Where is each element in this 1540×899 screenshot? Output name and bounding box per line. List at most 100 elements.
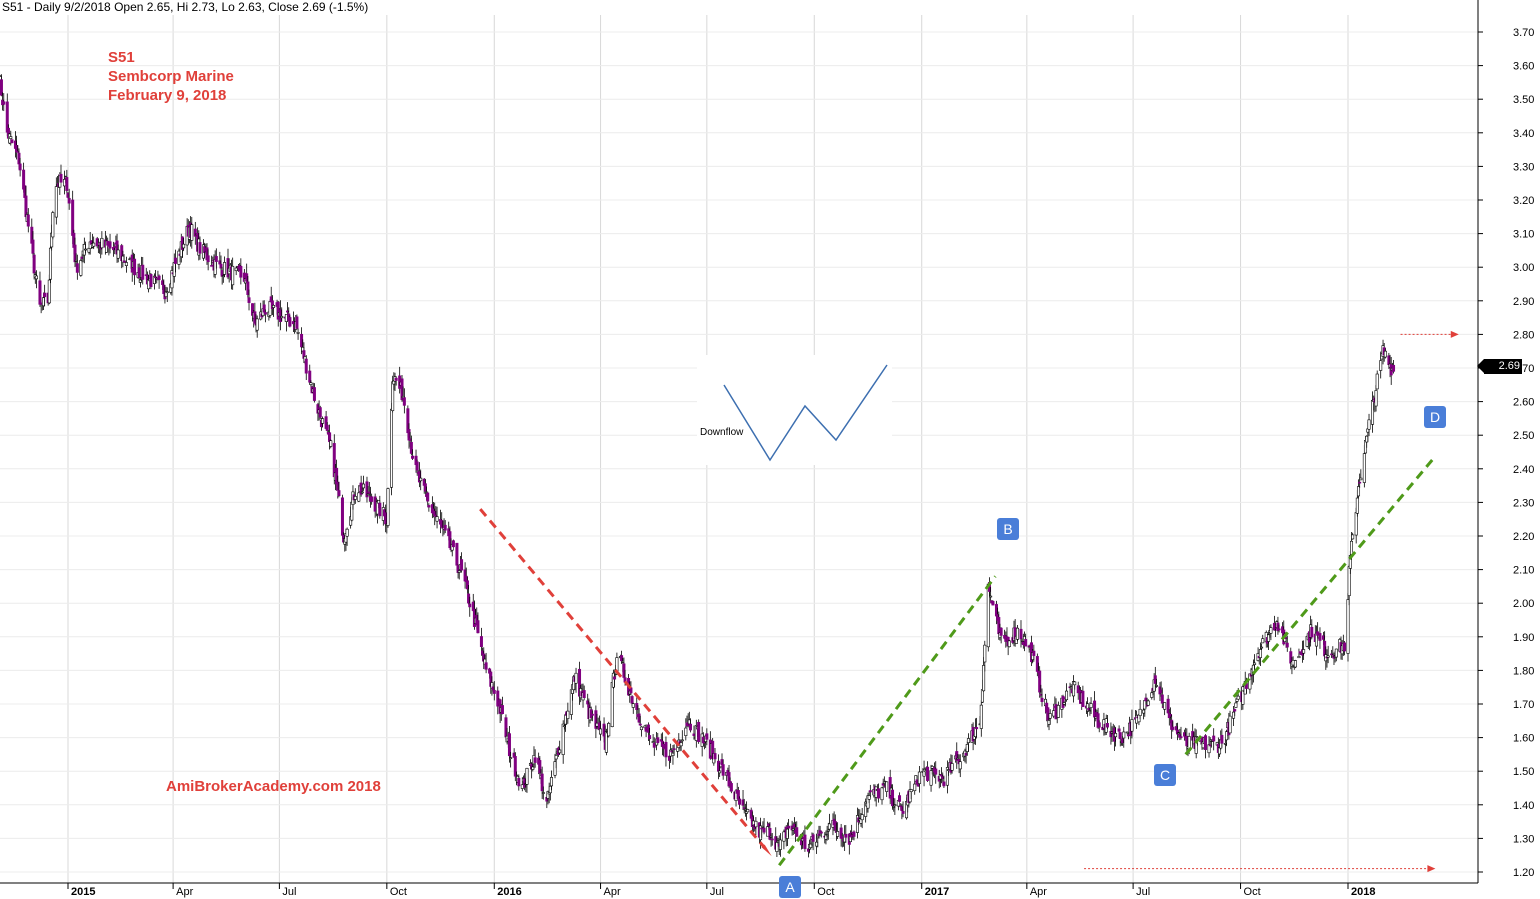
y-tick-label: 2.90 [1513,296,1534,308]
candle-body [746,809,750,813]
candle-body [1089,703,1093,708]
candle-body [561,723,565,755]
candle-body [296,332,300,334]
candle-body [345,528,349,537]
candle-body [124,262,128,266]
candle-body [337,490,341,497]
candle-body [0,79,3,96]
candle-body [411,455,415,459]
trendline-arrowhead [761,844,772,857]
y-tick-label: 3.50 [1513,94,1534,106]
marker-b: B [997,518,1019,540]
candle-body [718,770,722,774]
candle-body [2,101,6,105]
candle-body [819,831,823,834]
candle-body [329,440,333,447]
candle-body [1293,660,1297,668]
marker-a: A [779,876,801,898]
candle-body [826,829,830,832]
candle-body [386,488,390,526]
candle-body [1146,700,1150,706]
candle-body [206,255,210,263]
candle-body [321,418,325,424]
candle-body [9,136,13,139]
candle-body [630,696,634,704]
y-tick-label: 2.60 [1513,397,1534,409]
candle-body [893,804,897,806]
candle-body [1212,735,1216,742]
candle-body [827,823,831,830]
candle-body [917,771,921,784]
candle-body [32,254,36,274]
candle-body [680,739,684,742]
candle-body [1032,650,1036,656]
trendline-up [1184,457,1435,756]
candle-body [1261,638,1265,644]
candle-body [1348,555,1352,569]
candle-body [688,723,692,731]
candle-body [1138,708,1142,716]
candle-body [803,834,807,850]
candle-body [1342,642,1346,652]
candle-body [672,748,676,750]
candle-body [648,735,652,740]
candle-body [1171,726,1175,730]
candle-body [1225,731,1229,741]
candle-body [247,297,251,303]
candle-body [133,258,137,276]
candle-body [361,483,365,489]
candle-body [1105,723,1109,728]
candle-body [1302,649,1306,654]
candle-body [1233,709,1237,712]
candle-body [983,644,987,663]
candle-body [610,682,614,728]
candle-body [1163,702,1167,710]
candle-body [219,263,223,269]
candle-body [1024,639,1028,647]
candle-body [48,247,52,280]
candle-body [465,580,469,590]
candle-body [157,275,161,280]
date-label: February 9, 2018 [108,87,227,104]
candle-body [1379,360,1383,371]
candle-body [613,676,617,680]
candle-body [170,270,174,289]
candle-body [79,260,83,276]
candle-body [738,798,742,805]
candle-body [507,733,511,757]
x-tick-label: Oct [1244,886,1261,898]
w-pattern-icon [723,364,888,462]
candle-body [409,441,413,454]
candle-body [877,788,881,799]
candle-body [1318,633,1322,641]
y-tick-label: 3.30 [1513,161,1534,173]
candle-body [966,738,970,744]
candle-body [1160,694,1164,704]
candle-body [1097,722,1101,728]
candle-body [945,767,949,786]
candle-body [852,831,856,837]
candle-body [75,263,79,273]
y-tick-label: 2.00 [1513,598,1534,610]
candle-body [705,733,709,740]
y-tick-label: 1.40 [1513,800,1534,812]
candle-body [149,274,153,288]
candle-body [38,280,42,305]
candle-body [272,304,276,308]
candle-body [288,317,292,327]
candle-body [775,842,779,852]
candle-body [1081,690,1085,707]
candle-body [360,491,364,494]
trendline-up [778,575,997,867]
x-tick-label: 2015 [71,886,95,898]
candle-body [558,749,562,754]
y-tick-label: 1.20 [1513,867,1534,879]
candle-body [1350,540,1354,555]
candle-body [455,542,459,566]
w-pattern-box [697,355,892,465]
candle-body [1207,744,1211,754]
candle-body [378,502,382,517]
candle-body [1118,732,1122,739]
candle-body [415,461,419,471]
candle-body [18,163,22,171]
